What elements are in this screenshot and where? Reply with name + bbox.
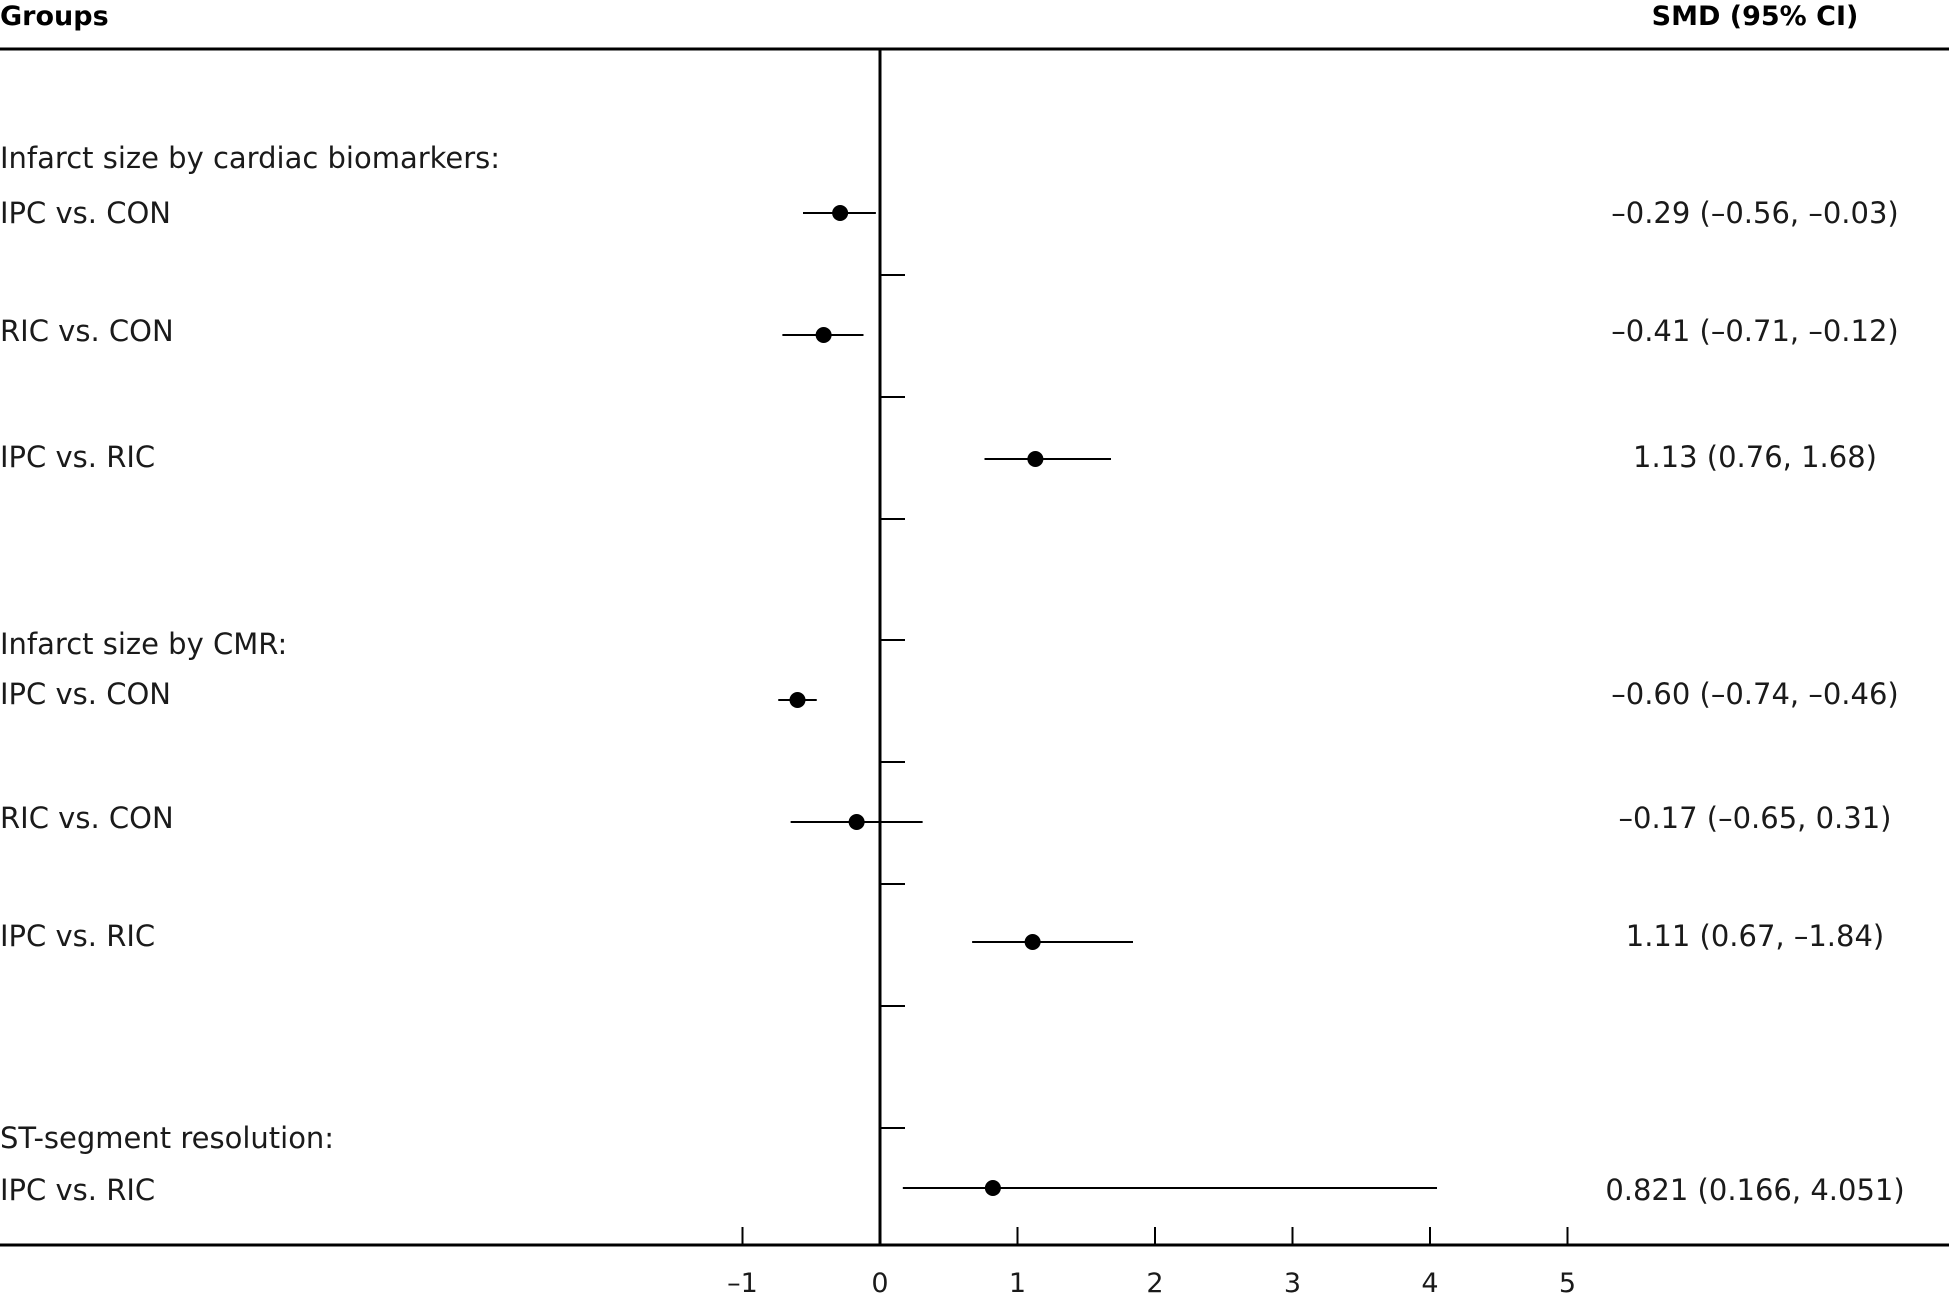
- effect-value: –0.41 (–0.71, –0.12): [1611, 314, 1899, 348]
- x-tick-label: 2: [1146, 1268, 1163, 1293]
- section-title: Infarct size by CMR:: [0, 627, 287, 661]
- effect-value: –0.29 (–0.56, –0.03): [1611, 196, 1899, 230]
- effect-value: –0.60 (–0.74, –0.46): [1611, 677, 1899, 711]
- row-label: RIC vs. CON: [0, 314, 174, 348]
- point-estimate: [848, 814, 865, 830]
- x-axis-ticks: –1 0 1 2 3 4 5: [727, 1227, 1576, 1293]
- groups-header: Groups: [0, 1, 109, 32]
- x-tick-label: 3: [1284, 1268, 1301, 1293]
- smd-header: SMD (95% CI): [1652, 1, 1859, 32]
- x-tick-label: –1: [727, 1268, 758, 1293]
- row-label: IPC vs. RIC: [0, 919, 155, 953]
- row-label: IPC vs. CON: [0, 196, 171, 230]
- point-estimate: [789, 692, 806, 708]
- point-estimate: [815, 327, 832, 343]
- row-label: RIC vs. CON: [0, 801, 174, 835]
- row-label: IPC vs. RIC: [0, 440, 155, 474]
- point-estimate: [832, 205, 849, 221]
- row-label: IPC vs. RIC: [0, 1173, 155, 1207]
- x-tick-label: 1: [1009, 1268, 1026, 1293]
- point-estimate: [1027, 451, 1044, 467]
- section-title: ST-segment resolution:: [0, 1121, 334, 1155]
- row-label: IPC vs. CON: [0, 677, 171, 711]
- x-tick-label: 0: [871, 1268, 888, 1293]
- effect-value: 0.821 (0.166, 4.051): [1605, 1173, 1904, 1207]
- x-tick-label: 5: [1559, 1268, 1576, 1293]
- point-estimate: [984, 1180, 1001, 1196]
- section-title: Infarct size by cardiac biomarkers:: [0, 141, 500, 175]
- reference-line-group: [878, 49, 905, 1245]
- effect-value: –0.17 (–0.65, 0.31): [1619, 801, 1892, 835]
- effect-value: 1.13 (0.76, 1.68): [1633, 440, 1877, 474]
- point-estimate: [1024, 934, 1041, 950]
- forest-rows: Infarct size by cardiac biomarkers: IPC v…: [0, 141, 1905, 1207]
- effect-value: 1.11 (0.67, –1.84): [1626, 919, 1885, 953]
- x-tick-label: 4: [1421, 1268, 1438, 1293]
